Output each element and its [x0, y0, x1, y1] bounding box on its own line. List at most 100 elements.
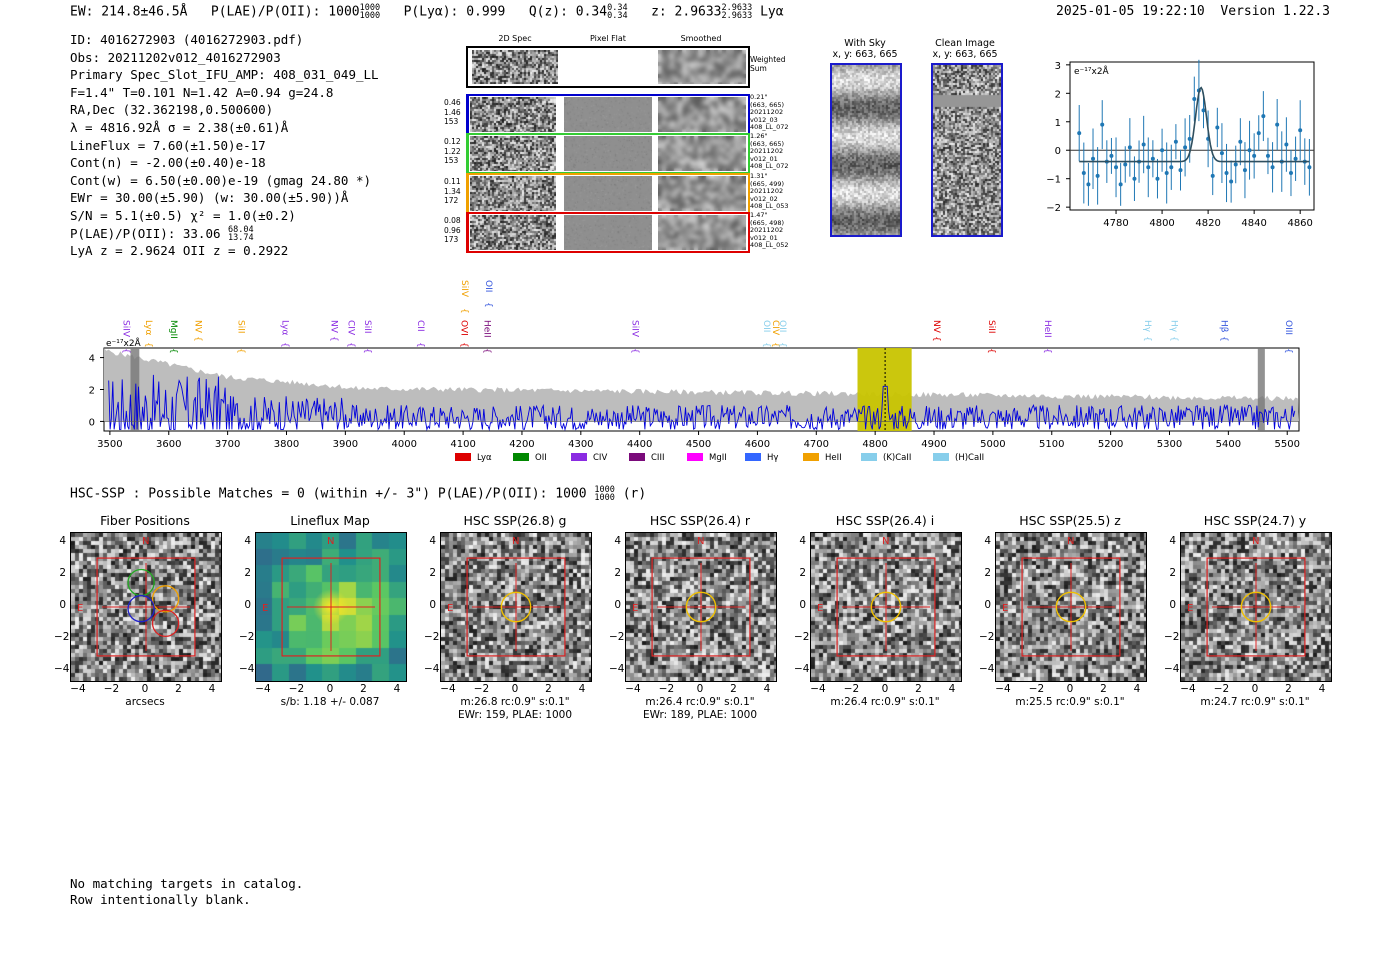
z-range: 2.9633 2.9633	[721, 3, 753, 21]
data-point	[1178, 168, 1183, 173]
x-tick-label: 4	[948, 683, 956, 695]
footer-line-1: No matching targets in catalog.	[70, 876, 304, 891]
line-label-bracket: {	[458, 342, 468, 348]
y-tick-label: −4	[1164, 663, 1180, 675]
x-tick-label: −2	[103, 683, 120, 695]
line-label-text: HeII	[481, 320, 491, 338]
z-value: z: 2.9633	[651, 4, 722, 20]
legend-swatch	[513, 453, 529, 461]
y-tick-label: −4	[794, 663, 810, 675]
line-label-bracket: {	[1218, 336, 1228, 342]
cutout-pixelflat	[564, 97, 652, 132]
x-tick-label: 4600	[745, 439, 770, 450]
line-label-text: CIV	[345, 320, 355, 336]
cutout-row-right-labels: 1.31" (665, 499) 20211202 v012_02 408_LL_053	[750, 172, 789, 210]
line-label-text: NV	[931, 320, 941, 334]
data-point	[1187, 136, 1192, 141]
line-label-bracket: {	[168, 348, 178, 354]
data-point	[1298, 128, 1303, 133]
y-tick-label: 0	[244, 599, 251, 611]
x-tick-label: −4	[995, 683, 1011, 695]
east-label: E	[1002, 603, 1008, 614]
data-point	[1164, 171, 1169, 175]
line-label-text: SiII	[235, 320, 245, 334]
x-tick-label: −2	[288, 683, 305, 695]
data-point	[1086, 182, 1091, 187]
legend-swatch	[933, 453, 949, 461]
header-meta: 2025-01-05 19:22:10 Version 1.22.3	[1056, 4, 1330, 19]
data-point	[1150, 156, 1155, 161]
legend-swatch	[803, 453, 819, 461]
data-point	[1265, 153, 1270, 158]
y-tick-label: −2	[979, 631, 995, 643]
y-tick-label: −1	[1046, 175, 1061, 186]
line-label: CIV {	[345, 320, 355, 348]
line-label-bracket: {	[1042, 348, 1052, 354]
legend-label: CIV	[593, 453, 607, 463]
y-tick-label: 4	[59, 535, 66, 547]
cutout-smoothed	[658, 215, 746, 250]
cutout-row-right-labels: 1.47" (665, 498) 20211202 v012_01 408_LL_052	[750, 211, 789, 249]
x-tick-label: 4900	[921, 439, 946, 450]
y-tick-label: 2	[1169, 567, 1176, 579]
line-label-bracket: {	[770, 342, 780, 348]
hsc-panel-title: Fiber Positions	[100, 513, 190, 528]
x-tick-label: 0	[326, 683, 334, 695]
data-point	[1270, 165, 1275, 170]
y-tick-label: 0	[614, 599, 621, 611]
cutout-pixelflat	[564, 136, 652, 171]
north-label: N	[512, 536, 519, 547]
line-label-bracket: {	[345, 342, 355, 348]
info-primary: Primary Spec_Slot_IFU_AMP: 408_031_049_L…	[70, 67, 379, 83]
line-label-bracket: {	[1168, 336, 1178, 342]
y-tick-label: 4	[89, 354, 95, 365]
info-lya-oii: LyA z = 2.9624 OII z = 0.2922	[70, 243, 289, 259]
line-label-text: Lyα	[279, 320, 289, 336]
line-label-bracket: {	[630, 348, 640, 354]
line-label-text: Lyα	[143, 320, 153, 336]
line-label-text: HeII	[1042, 320, 1052, 338]
fiber-circle	[151, 609, 180, 637]
cutout-row-left-labels: 0.46 1.46 153	[444, 98, 461, 126]
x-tick-label: 0	[881, 683, 889, 695]
x-tick-label: −4	[810, 683, 826, 695]
x-tick-label: −4	[70, 683, 86, 695]
x-tick-label: 4	[578, 683, 586, 695]
qz-value: Q(z): 0.34	[528, 4, 608, 20]
y-tick-label: −2	[1046, 203, 1061, 214]
east-label: E	[77, 603, 83, 614]
x-tick-label: −4	[440, 683, 456, 695]
line-label-bracket: {	[777, 342, 787, 348]
gaussian-fit-line	[1079, 86, 1310, 163]
line-label-text: NV	[328, 320, 338, 334]
line-label: Hγ {	[1168, 320, 1178, 342]
line-label-text: Hγ	[1142, 320, 1152, 333]
y-tick-label: −2	[609, 631, 625, 643]
x-tick-label: −4	[1180, 683, 1196, 695]
y-tick-label: 0	[89, 417, 95, 428]
clean-image	[931, 63, 1003, 237]
x-tick-label: 4820	[1195, 218, 1220, 229]
x-tick-label: 0	[696, 683, 704, 695]
x-tick-label: −2	[1028, 683, 1045, 695]
line-label: OVI {	[458, 320, 468, 348]
version: Version 1.22.3	[1220, 4, 1330, 19]
y-tick-label: 2	[89, 386, 95, 397]
data-point	[1192, 97, 1197, 101]
cutout-row	[466, 173, 750, 214]
data-point	[1183, 145, 1188, 150]
legend-swatch	[687, 453, 703, 461]
x-tick-label: 4200	[509, 439, 534, 450]
cutout-pixelflat	[564, 176, 652, 211]
data-point	[1123, 162, 1128, 167]
x-tick-label: 0	[141, 683, 149, 695]
masked-region	[1257, 348, 1265, 431]
y-tick-label: −2	[424, 631, 440, 643]
hsc-panel-caption: m:26.4 rc:0.9" s:0.1"	[645, 696, 755, 708]
data-point	[1275, 122, 1280, 127]
hsc-panel-title: HSC SSP(26.4) i	[835, 513, 935, 528]
line-label-text: OVI	[458, 320, 468, 336]
legend-label: (H)CaII	[955, 453, 984, 463]
line-label: HeII {	[481, 320, 491, 354]
